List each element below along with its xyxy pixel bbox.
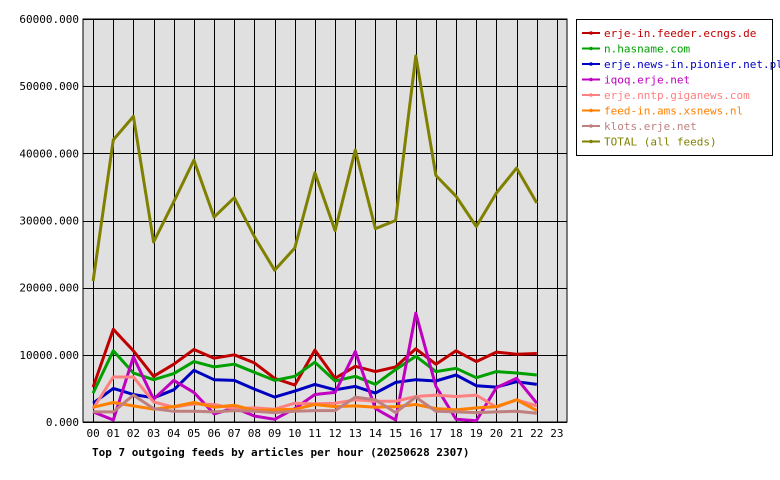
x-tick-label: 06: [207, 427, 220, 440]
legend-marker: [589, 124, 593, 128]
x-tick-label: 21: [510, 427, 523, 440]
x-tick-label: 02: [127, 427, 140, 440]
x-tick-label: 15: [389, 427, 402, 440]
legend: erje-in.feeder.ecngs.de n.hasname.com erje…: [576, 19, 780, 156]
x-tick-label: 23: [550, 427, 563, 440]
x-tick-label: 10: [288, 427, 301, 440]
legend-label: erje.news-in.pionier.net.pl: [604, 58, 780, 71]
series-line-1: [91, 327, 537, 388]
legend-marker: [589, 108, 593, 113]
y-tick-label: 0.000: [46, 416, 79, 429]
series-line-8: [91, 54, 539, 282]
series-line-3: [92, 368, 537, 405]
legend-label: TOTAL (all feeds): [604, 136, 717, 149]
legend-label: erje.nntp.giganews.com: [604, 89, 750, 102]
plot-background: [82, 18, 568, 423]
series-lines: [91, 54, 539, 423]
legend-box: [576, 19, 773, 156]
x-tick-label: 12: [328, 427, 341, 440]
x-tick-label: 14: [369, 427, 383, 440]
y-tick-label: 30000.000: [19, 215, 79, 228]
series-line-6: [92, 398, 538, 413]
x-tick-label: 04: [167, 427, 181, 440]
y-tick-label: 50000.000: [19, 80, 79, 93]
x-tick-label: 03: [147, 427, 160, 440]
chart-title: Top 7 outgoing feeds by articles per hou…: [92, 446, 470, 459]
x-tick-label: 00: [86, 427, 99, 440]
y-tick-label: 10000.000: [19, 349, 79, 362]
x-tick-label: 20: [490, 427, 503, 440]
legend-marker: [589, 93, 593, 97]
y-tick-label: 40000.000: [19, 147, 79, 160]
legend-marker: [589, 31, 593, 35]
axes: 00 01 02 03 04 05 06 07 08 09 10 11 12 13 14 15 16 17 18 19…: [19, 13, 563, 440]
series-line-7: [93, 393, 537, 415]
x-tick-label: 11: [308, 427, 321, 440]
y-tick-label: 60000.000: [19, 13, 79, 26]
x-tick-label: 17: [429, 427, 442, 440]
x-tick-label: 05: [187, 427, 200, 440]
legend-marker: [589, 62, 593, 66]
legend-label: n.hasname.com: [604, 43, 690, 56]
x-tick-label: 13: [349, 427, 362, 440]
legend-label: iqoq.erje.net: [604, 74, 690, 87]
x-tick-label: 01: [107, 427, 120, 440]
x-tick-label: 08: [248, 427, 261, 440]
x-tick-label: 09: [268, 427, 281, 440]
legend-label: klots.erje.net: [604, 120, 697, 133]
legend-marker: [589, 46, 593, 51]
legend-label: feed-in.ams.xsnews.nl: [604, 105, 743, 118]
x-tick-label: 18: [449, 427, 462, 440]
legend-marker: [589, 139, 593, 144]
series-line-2: [91, 349, 537, 394]
x-tick-label: 19: [470, 427, 483, 440]
series-line-4: [92, 311, 538, 423]
x-tick-label: 22: [530, 427, 543, 440]
legend-marker: [589, 77, 593, 82]
x-tick-label: 16: [409, 427, 422, 440]
x-tick-label: 07: [228, 427, 241, 440]
legend-label: erje-in.feeder.ecngs.de: [604, 27, 756, 40]
y-tick-label: 20000.000: [19, 282, 79, 295]
